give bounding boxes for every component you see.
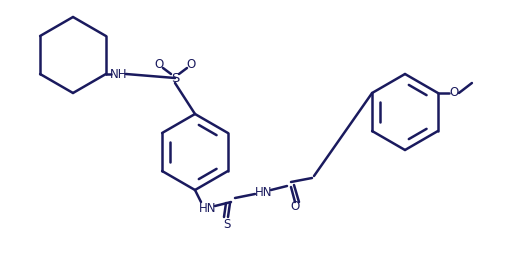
Text: O: O xyxy=(290,200,300,214)
Text: O: O xyxy=(154,57,164,71)
Text: S: S xyxy=(171,71,179,85)
Text: HN: HN xyxy=(255,185,273,198)
Text: O: O xyxy=(186,57,196,71)
Text: S: S xyxy=(224,218,231,231)
Text: NH: NH xyxy=(110,68,128,81)
Text: O: O xyxy=(449,87,459,100)
Text: HN: HN xyxy=(199,201,217,214)
